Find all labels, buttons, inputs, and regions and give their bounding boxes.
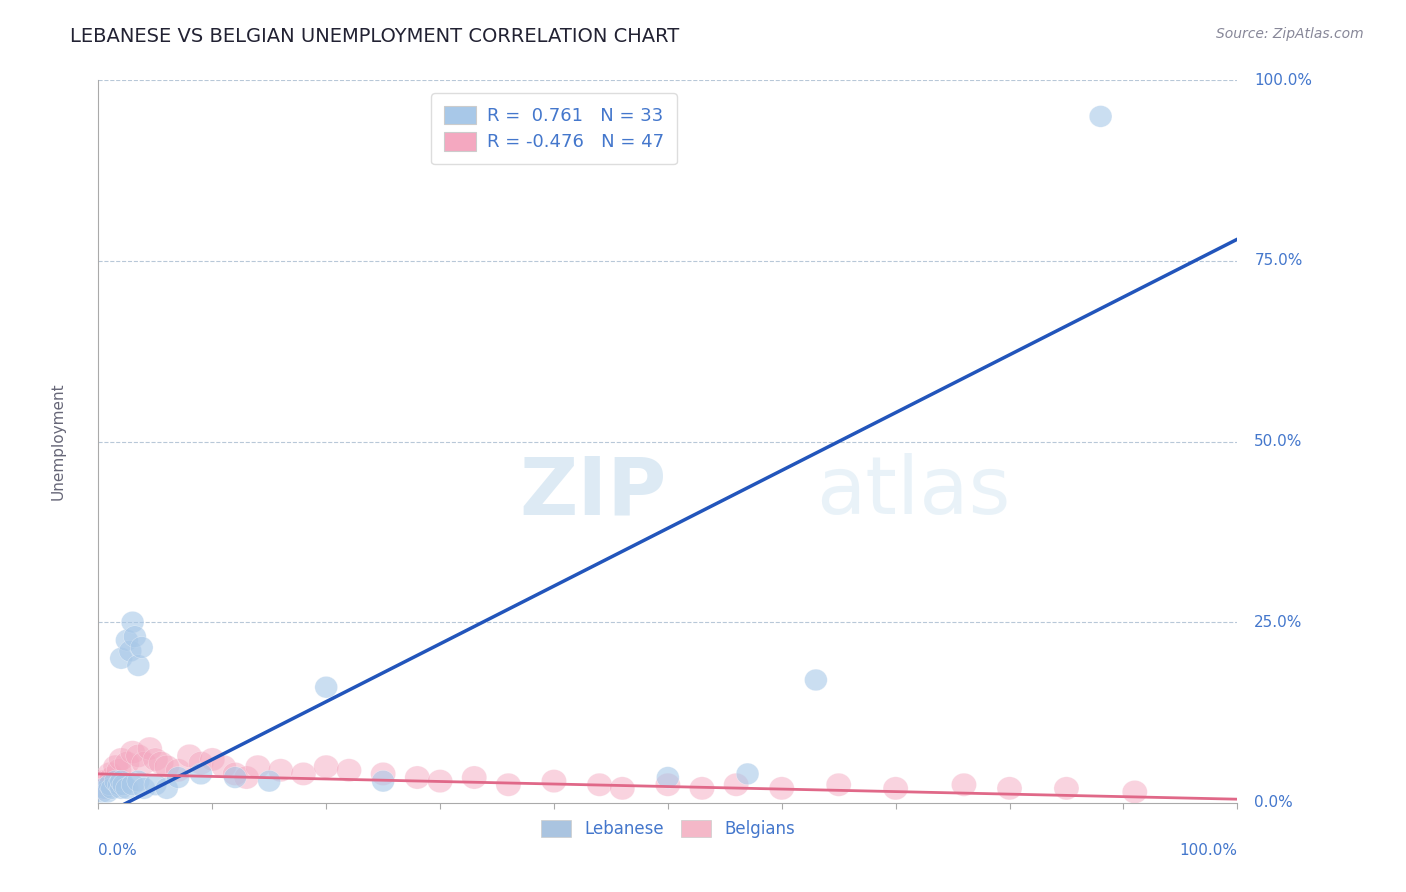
Ellipse shape bbox=[224, 767, 246, 789]
Ellipse shape bbox=[166, 759, 191, 782]
Ellipse shape bbox=[188, 751, 214, 774]
Ellipse shape bbox=[127, 655, 149, 676]
Text: 100.0%: 100.0% bbox=[1254, 73, 1312, 87]
Text: Unemployment: Unemployment bbox=[51, 383, 66, 500]
Ellipse shape bbox=[93, 778, 115, 799]
Ellipse shape bbox=[233, 766, 259, 789]
Ellipse shape bbox=[541, 770, 567, 793]
Ellipse shape bbox=[405, 766, 430, 789]
Ellipse shape bbox=[804, 669, 827, 690]
Ellipse shape bbox=[827, 773, 851, 797]
Ellipse shape bbox=[769, 777, 794, 800]
Legend: Lebanese, Belgians: Lebanese, Belgians bbox=[534, 814, 801, 845]
Ellipse shape bbox=[131, 637, 153, 658]
Ellipse shape bbox=[689, 777, 714, 800]
Ellipse shape bbox=[222, 763, 247, 786]
Ellipse shape bbox=[143, 747, 167, 771]
Text: ZIP: ZIP bbox=[520, 453, 666, 531]
Ellipse shape bbox=[90, 777, 115, 800]
Ellipse shape bbox=[245, 756, 270, 778]
Ellipse shape bbox=[586, 773, 612, 797]
Text: 100.0%: 100.0% bbox=[1180, 843, 1237, 857]
Ellipse shape bbox=[737, 763, 759, 785]
Ellipse shape bbox=[127, 771, 149, 792]
Ellipse shape bbox=[724, 773, 749, 797]
Text: Source: ZipAtlas.com: Source: ZipAtlas.com bbox=[1216, 27, 1364, 41]
Ellipse shape bbox=[655, 773, 681, 797]
Ellipse shape bbox=[314, 756, 339, 778]
Ellipse shape bbox=[1122, 780, 1147, 804]
Ellipse shape bbox=[657, 767, 679, 789]
Ellipse shape bbox=[461, 766, 486, 789]
Ellipse shape bbox=[110, 648, 132, 669]
Ellipse shape bbox=[107, 774, 131, 796]
Text: 25.0%: 25.0% bbox=[1254, 615, 1303, 630]
Ellipse shape bbox=[110, 771, 132, 792]
Ellipse shape bbox=[371, 771, 395, 792]
Ellipse shape bbox=[177, 744, 202, 767]
Ellipse shape bbox=[124, 626, 146, 648]
Ellipse shape bbox=[190, 763, 212, 785]
Ellipse shape bbox=[115, 630, 138, 651]
Ellipse shape bbox=[952, 773, 977, 797]
Ellipse shape bbox=[1054, 777, 1078, 800]
Ellipse shape bbox=[98, 774, 121, 796]
Ellipse shape bbox=[107, 759, 131, 782]
Ellipse shape bbox=[93, 770, 118, 793]
Ellipse shape bbox=[269, 759, 294, 782]
Ellipse shape bbox=[336, 759, 361, 782]
Ellipse shape bbox=[155, 756, 180, 778]
Text: 0.0%: 0.0% bbox=[98, 843, 138, 857]
Ellipse shape bbox=[120, 640, 142, 662]
Ellipse shape bbox=[103, 756, 128, 778]
Ellipse shape bbox=[89, 773, 114, 797]
Ellipse shape bbox=[112, 774, 135, 796]
Ellipse shape bbox=[167, 767, 190, 789]
Ellipse shape bbox=[610, 777, 636, 800]
Ellipse shape bbox=[138, 737, 162, 760]
Ellipse shape bbox=[291, 763, 316, 786]
Ellipse shape bbox=[110, 778, 132, 799]
Ellipse shape bbox=[114, 751, 139, 774]
Ellipse shape bbox=[100, 766, 125, 789]
Ellipse shape bbox=[427, 770, 453, 793]
Ellipse shape bbox=[121, 611, 143, 633]
Ellipse shape bbox=[90, 781, 114, 803]
Ellipse shape bbox=[496, 773, 522, 797]
Ellipse shape bbox=[997, 777, 1022, 800]
Text: atlas: atlas bbox=[815, 453, 1011, 531]
Text: LEBANESE VS BELGIAN UNEMPLOYMENT CORRELATION CHART: LEBANESE VS BELGIAN UNEMPLOYMENT CORRELA… bbox=[70, 27, 679, 45]
Ellipse shape bbox=[132, 778, 156, 799]
Ellipse shape bbox=[371, 763, 395, 786]
Ellipse shape bbox=[1090, 105, 1112, 128]
Text: 75.0%: 75.0% bbox=[1254, 253, 1303, 268]
Ellipse shape bbox=[883, 777, 908, 800]
Ellipse shape bbox=[108, 747, 134, 771]
Ellipse shape bbox=[121, 774, 143, 796]
Ellipse shape bbox=[257, 771, 281, 792]
Ellipse shape bbox=[315, 676, 337, 698]
Ellipse shape bbox=[131, 751, 156, 774]
Ellipse shape bbox=[104, 771, 127, 792]
Ellipse shape bbox=[96, 781, 120, 803]
Ellipse shape bbox=[120, 740, 145, 764]
Ellipse shape bbox=[211, 756, 236, 778]
Ellipse shape bbox=[200, 747, 225, 771]
Ellipse shape bbox=[143, 774, 167, 796]
Ellipse shape bbox=[97, 763, 122, 786]
Ellipse shape bbox=[156, 778, 179, 799]
Ellipse shape bbox=[125, 744, 150, 767]
Ellipse shape bbox=[101, 778, 124, 799]
Text: 0.0%: 0.0% bbox=[1254, 796, 1294, 810]
Ellipse shape bbox=[96, 773, 120, 797]
Text: 50.0%: 50.0% bbox=[1254, 434, 1303, 449]
Ellipse shape bbox=[149, 751, 173, 774]
Ellipse shape bbox=[115, 778, 138, 799]
